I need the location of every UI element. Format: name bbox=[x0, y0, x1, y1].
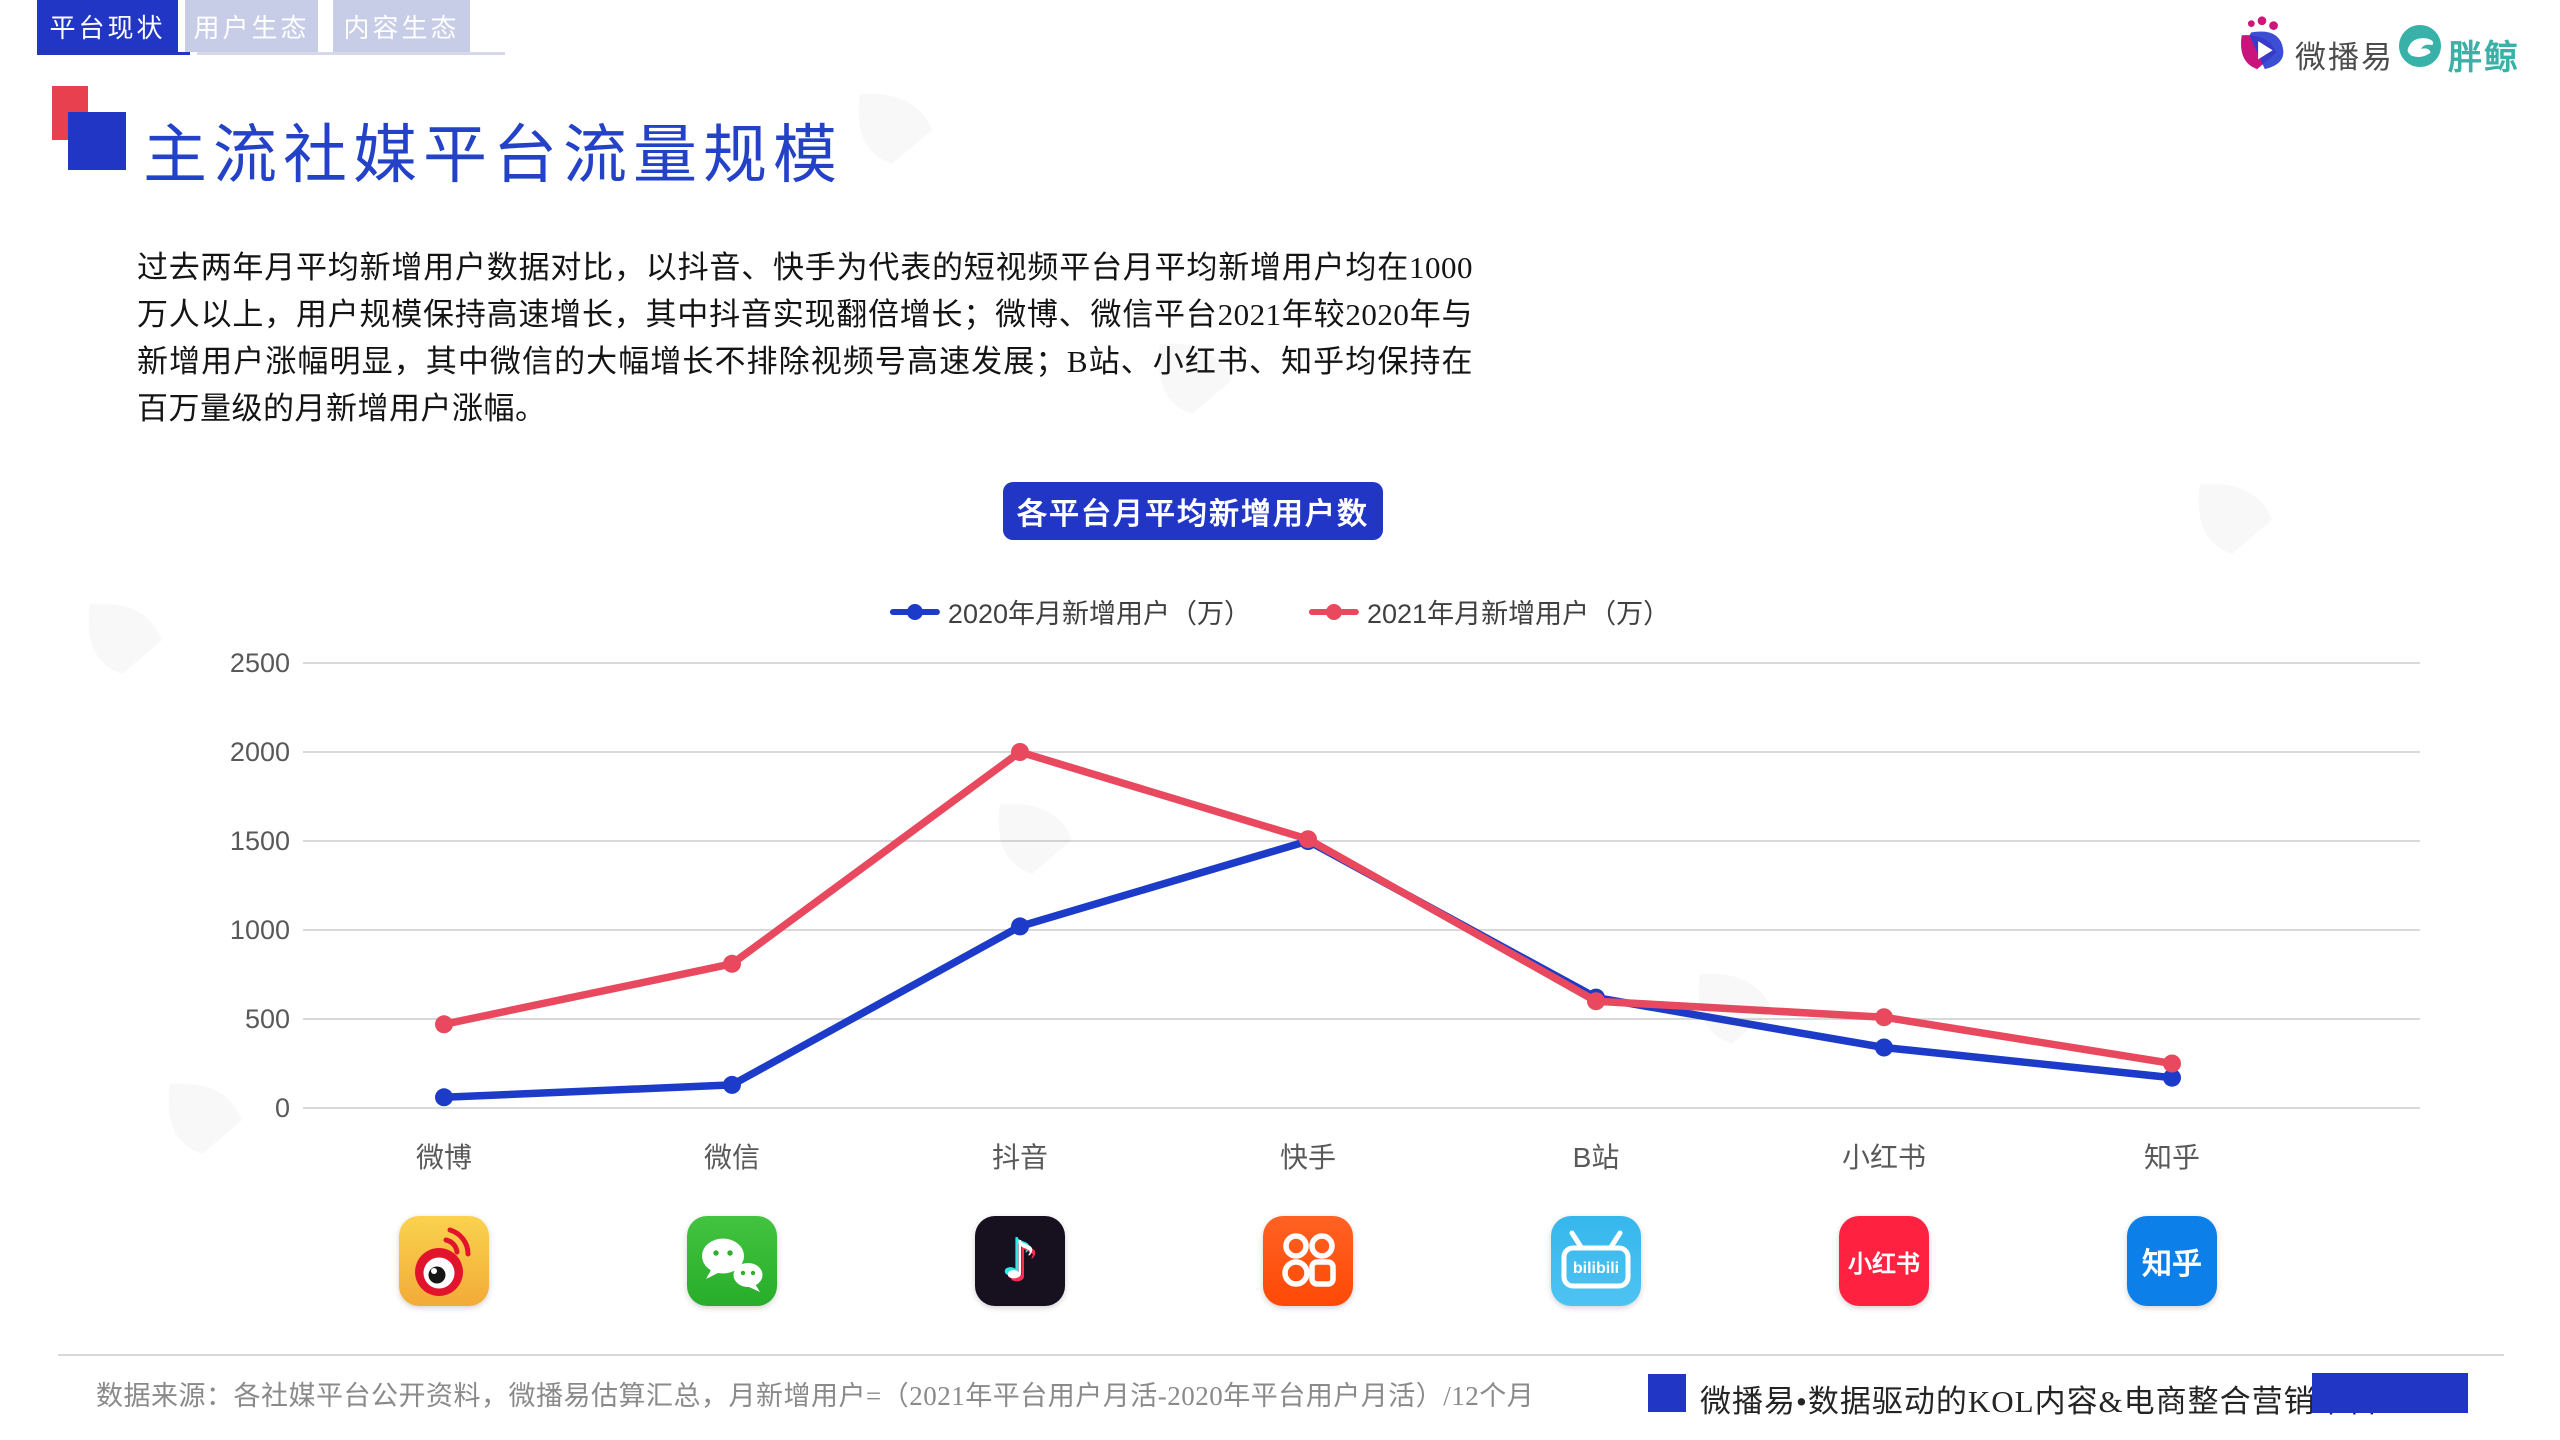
x-axis-label: 快手 bbox=[1280, 1142, 1336, 1173]
page-title: 主流社媒平台流量规模 bbox=[143, 120, 843, 191]
tab-underline-inactive bbox=[197, 52, 505, 55]
wechat-icon bbox=[687, 1216, 777, 1306]
watermark bbox=[70, 560, 190, 680]
y-axis-tick-label: 2500 bbox=[230, 648, 290, 678]
x-axis-label: B站 bbox=[1573, 1142, 1620, 1173]
pangjing-brand-text: 胖鲸 bbox=[2448, 39, 2520, 77]
footer-divider bbox=[58, 1354, 2504, 1356]
bilibili-icon: bilibili bbox=[1551, 1216, 1641, 1306]
chart-legend: 2020年月新增用户（万） 2021年月新增用户（万） bbox=[889, 592, 1670, 631]
bilibili-wordmark: bilibili bbox=[1573, 1260, 1619, 1277]
y-axis-tick-label: 1500 bbox=[230, 826, 290, 856]
tab-underline-active bbox=[37, 52, 190, 55]
x-axis-label: 小红书 bbox=[1842, 1142, 1926, 1173]
footer-tagline: 微播易•数据驱动的KOL内容&电商整合营销平台 bbox=[1700, 1384, 2380, 1419]
wechat-glyph bbox=[702, 1238, 763, 1292]
data-point bbox=[1299, 830, 1317, 849]
data-source-note: 数据来源：各社媒平台公开资料，微播易估算汇总，月新增用户=（2021年平台用户月… bbox=[96, 1381, 1535, 1411]
y-axis-tick-label: 2000 bbox=[230, 737, 290, 767]
tab-content-ecosystem[interactable]: 内容生态 bbox=[333, 0, 470, 52]
x-axis-label: 微信 bbox=[704, 1142, 760, 1173]
weiboyi-logo-icon bbox=[2241, 16, 2284, 70]
bilibili-glyph: bilibili bbox=[1561, 1230, 1631, 1289]
douyin-note-glyph: ♪ bbox=[1003, 1231, 1037, 1291]
footer-deco-bar bbox=[2312, 1373, 2468, 1413]
legend-label-2020: 2020年月新增用户（万） bbox=[947, 599, 1251, 629]
kuaishou-icon bbox=[1263, 1216, 1353, 1306]
data-point bbox=[723, 1075, 741, 1094]
summary-paragraph: 过去两年月平均新增用户数据对比，以抖音、快手为代表的短视频平台月平均新增用户均在… bbox=[137, 250, 1473, 426]
data-point bbox=[435, 1015, 453, 1034]
data-point bbox=[2163, 1068, 2181, 1087]
data-point bbox=[1875, 1008, 1893, 1027]
x-axis-label: 抖音 bbox=[992, 1142, 1048, 1173]
data-point bbox=[1875, 1038, 1893, 1057]
weiboyi-brand-text: 微播易 bbox=[2295, 40, 2394, 75]
kuaishou-glyph bbox=[1282, 1233, 1336, 1287]
line-chart: 0 500 1000 1500 2000 2500 微博 微信 抖音 快手 B站 小红书 知乎 bbox=[230, 648, 2420, 1173]
tab-user-ecosystem[interactable]: 用户生态 bbox=[185, 0, 318, 52]
zhihu-wordmark: 知乎 bbox=[2142, 1248, 2202, 1281]
title-deco-blue-square bbox=[68, 112, 126, 170]
data-point bbox=[2163, 1054, 2181, 1073]
zhihu-icon: 知乎 bbox=[2127, 1216, 2217, 1306]
y-axis-tick-label: 1000 bbox=[230, 915, 290, 945]
data-point bbox=[723, 954, 741, 973]
xiaohongshu-wordmark: 小红书 bbox=[1848, 1250, 1920, 1278]
data-point bbox=[1587, 992, 1605, 1011]
xiaohongshu-icon: 小红书 bbox=[1839, 1216, 1929, 1306]
chart-title-badge: 各平台月平均新增用户数 bbox=[1003, 482, 1383, 540]
legend-label-2021: 2021年月新增用户（万） bbox=[1367, 599, 1671, 629]
data-point bbox=[435, 1088, 453, 1107]
x-axis-label: 知乎 bbox=[2144, 1142, 2200, 1173]
x-axis-label: 微博 bbox=[416, 1142, 472, 1173]
watermark bbox=[840, 50, 960, 170]
data-point bbox=[1011, 743, 1029, 761]
watermark bbox=[2180, 440, 2300, 560]
legend-marker-2020 bbox=[889, 603, 940, 620]
legend-item-2020: 2020年月新增用户（万） bbox=[889, 592, 1251, 631]
douyin-icon: ♪ bbox=[975, 1216, 1065, 1306]
weibo-icon bbox=[399, 1216, 489, 1306]
tab-platform-status[interactable]: 平台现状 bbox=[37, 0, 178, 52]
y-axis-tick-label: 0 bbox=[275, 1093, 290, 1123]
weibo-glyph bbox=[415, 1227, 471, 1296]
series-line bbox=[440, 748, 2176, 1068]
legend-marker-2021 bbox=[1309, 603, 1359, 620]
footer-deco-square bbox=[1648, 1374, 1686, 1412]
data-point bbox=[1011, 917, 1029, 936]
y-axis-tick-label: 500 bbox=[245, 1004, 290, 1034]
legend-item-2021: 2021年月新增用户（万） bbox=[1309, 592, 1670, 631]
pangjing-whale-icon bbox=[2398, 24, 2442, 68]
